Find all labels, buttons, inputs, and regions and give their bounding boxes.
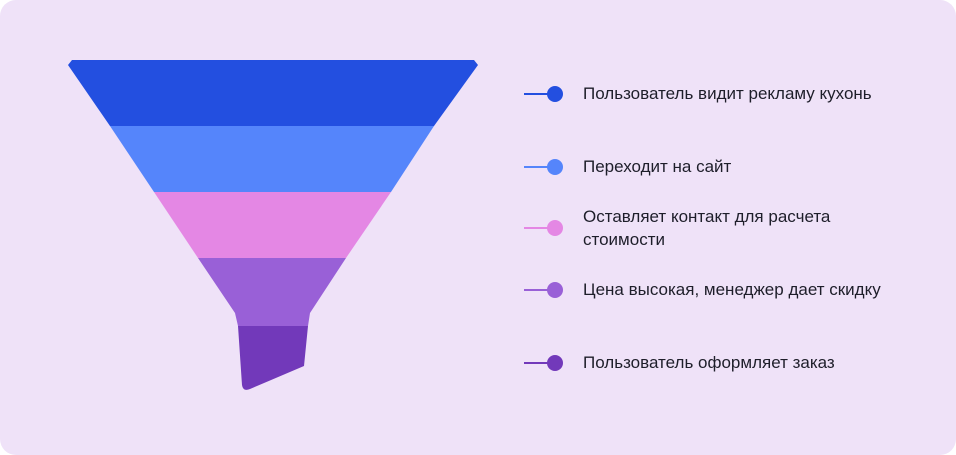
legend-line — [524, 361, 550, 364]
legend-marker-icon — [524, 281, 564, 298]
legend-line — [524, 165, 550, 168]
legend-label: Пользователь оформляет заказ — [583, 353, 835, 372]
legend-marker-icon — [524, 85, 564, 102]
legend-item: Цена высокая, менеджер дает скидку — [524, 278, 893, 301]
legend-marker-icon — [524, 354, 564, 371]
legend-marker-icon — [524, 220, 564, 236]
legend-item: Оставляет контакт для расчета стоимости — [524, 205, 913, 251]
legend-label: Оставляет контакт для расчета стоимости — [583, 207, 831, 249]
legend-dot — [547, 85, 563, 102]
legend-line — [524, 92, 550, 95]
funnel-stage-4 — [198, 258, 346, 326]
funnel-stage-1 — [68, 60, 478, 126]
funnel-stage-5 — [238, 326, 308, 390]
legend-dot — [547, 281, 563, 298]
legend-item: Пользователь видит рекламу кухонь — [524, 82, 883, 105]
funnel-stage-3 — [154, 192, 391, 258]
legend-label: Пользователь видит рекламу кухонь — [583, 84, 872, 103]
legend-label: Переходит на сайт — [583, 157, 732, 176]
legend-item: Переходит на сайт — [524, 155, 903, 178]
funnel-stage-2 — [110, 126, 434, 192]
legend-marker-icon — [524, 158, 564, 175]
legend-dot — [547, 158, 563, 175]
legend-dot — [547, 220, 563, 236]
legend-dot — [547, 354, 563, 371]
legend-label: Цена высокая, менеджер дает скидку — [583, 280, 881, 299]
legend-item: Пользователь оформляет заказ — [524, 351, 903, 374]
legend-line — [524, 227, 550, 229]
legend-line — [524, 288, 550, 291]
